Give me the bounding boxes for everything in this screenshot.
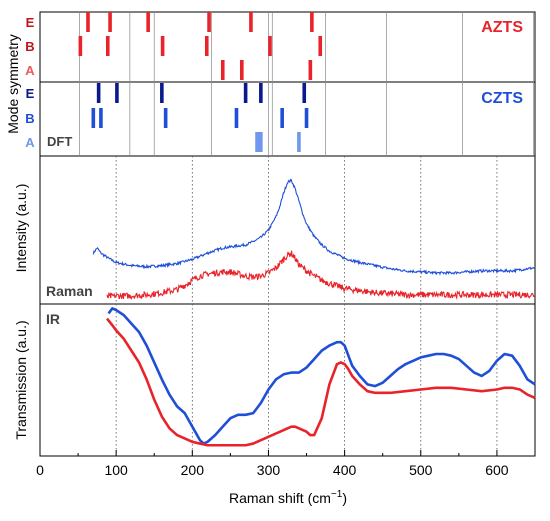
x-gridlines — [115, 156, 498, 456]
raman-panel-label: Raman — [46, 283, 93, 299]
czts-b-mode-5 — [304, 108, 309, 128]
dft-label: DFT — [47, 134, 72, 149]
czts-e-mode-3 — [243, 83, 248, 103]
x-tick-label-600: 600 — [485, 462, 509, 478]
ir-line-czts — [107, 307, 536, 445]
czts-b-mode-2 — [163, 108, 168, 128]
x-tick-label-400: 400 — [333, 462, 357, 478]
symmetry-ylabel: Mode symmetry — [5, 34, 21, 134]
ir-line-azts — [105, 317, 536, 447]
azts-a-mode-1 — [240, 60, 244, 80]
czts-e-mode-2 — [160, 83, 164, 103]
azts-b-mode-0 — [78, 36, 83, 56]
raman-ylabel: Intensity (a.u.) — [13, 184, 29, 273]
czts-e-mode-4 — [259, 83, 263, 103]
azts-e-mode-4 — [249, 12, 253, 32]
x-tick-label-200: 200 — [181, 462, 205, 478]
azts-row-label-a: A — [25, 63, 35, 78]
azts-group-label: AZTS — [481, 19, 523, 36]
czts-a-mode-2 — [259, 132, 263, 152]
x-axis-tick-labels: 0 100 200 300 400 500 600 — [36, 462, 509, 478]
czts-row-label-e: E — [26, 86, 35, 101]
ir-series — [105, 307, 536, 447]
azts-b-mode-5 — [318, 36, 323, 56]
czts-row-label-b: B — [25, 111, 34, 126]
symmetry-panel-frame — [39, 11, 536, 157]
azts-row-label-b: B — [25, 39, 34, 54]
azts-e-mode-2 — [146, 12, 150, 32]
ir-panel-frame — [39, 303, 536, 457]
azts-e-mode-1 — [108, 12, 112, 32]
x-tick-label-300: 300 — [257, 462, 281, 478]
czts-b-mode-1 — [99, 108, 103, 128]
czts-e-mode-1 — [115, 83, 119, 103]
raman-panel-frame — [39, 155, 536, 305]
azts-e-mode-3 — [207, 12, 211, 32]
czts-b-mode-4 — [280, 108, 284, 128]
czts-group-label: CZTS — [481, 90, 523, 107]
ir-ylabel: Transmission (a.u.) — [13, 320, 29, 439]
azts-a-mode-0 — [220, 60, 225, 80]
czts-row-label-a: A — [25, 135, 35, 150]
azts-b-mode-3 — [204, 36, 209, 56]
raman-series — [92, 178, 536, 301]
x-axis-ticks — [39, 450, 536, 456]
x-tick-label-100: 100 — [104, 462, 128, 478]
azts-b-mode-1 — [105, 36, 110, 56]
czts-a-mode-3 — [297, 132, 301, 152]
azts-e-mode-5 — [310, 12, 314, 32]
azts-e-mode-0 — [86, 12, 90, 32]
czts-a-mode-0 — [255, 132, 259, 152]
mode-ticks — [78, 12, 323, 152]
czts-e-mode-5 — [302, 83, 307, 103]
x-tick-label-0: 0 — [36, 462, 44, 478]
ir-panel-label: IR — [46, 311, 60, 327]
dft-mode-lines — [79, 12, 534, 156]
czts-b-mode-3 — [234, 108, 239, 128]
raman-line-azts — [106, 250, 535, 301]
x-axis-title-close: ) — [342, 490, 347, 506]
azts-row-label-e: E — [26, 15, 35, 30]
czts-e-mode-0 — [96, 83, 101, 103]
x-tick-label-500: 500 — [409, 462, 433, 478]
czts-b-mode-0 — [91, 108, 96, 128]
azts-a-mode-2 — [308, 60, 313, 80]
azts-b-mode-4 — [268, 36, 272, 56]
x-axis-title-superscript: −1 — [331, 489, 343, 500]
azts-b-mode-2 — [160, 36, 165, 56]
panel-frames — [39, 11, 536, 457]
raman-line-czts — [92, 178, 536, 276]
x-axis-title: Raman shift (cm−1) — [229, 489, 347, 506]
